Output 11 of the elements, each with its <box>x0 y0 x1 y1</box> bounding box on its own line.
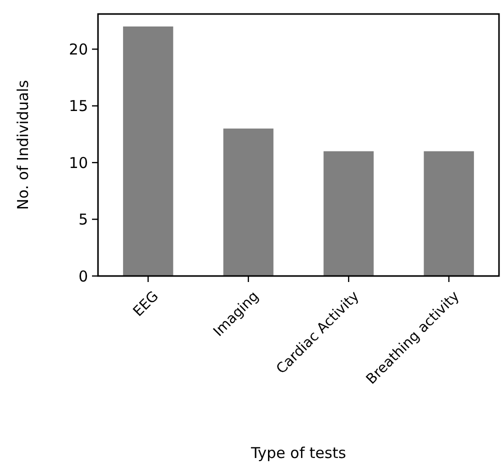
y-axis-title: No. of Individuals <box>14 80 32 210</box>
bar <box>223 128 274 276</box>
y-tick-label: 0 <box>78 267 88 286</box>
bar <box>123 26 174 276</box>
x-axis-title: Type of tests <box>250 444 346 462</box>
y-tick-label: 20 <box>68 40 88 58</box>
y-tick-label: 5 <box>78 210 88 229</box>
bar <box>324 151 374 276</box>
y-tick-label: 10 <box>68 154 88 172</box>
y-tick-label: 15 <box>68 97 88 116</box>
bar <box>424 151 474 276</box>
